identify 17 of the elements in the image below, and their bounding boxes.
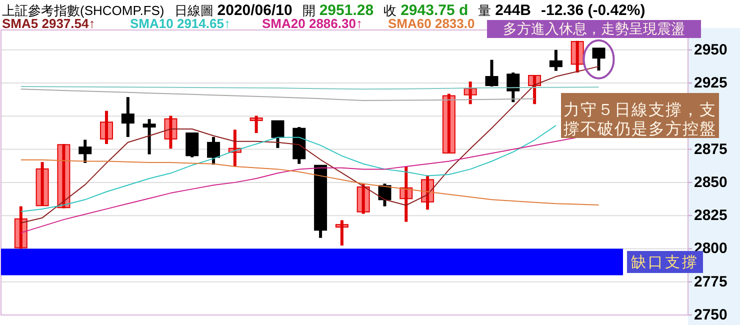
y-tick-label: 2925 (694, 74, 728, 92)
y-tick-label: 2950 (694, 41, 728, 58)
y-tick-label: 2850 (694, 174, 728, 191)
chart-title: 上証參考指數(SHCOMP.FS) 日線圖 2020/06/10 開 2951.28 收 2943.75 d 量 244B -12.36 (-0.42%) (2, 2, 646, 19)
text: SMA60 2833.0 (388, 16, 475, 31)
line-series (20, 159, 600, 206)
annotation: 多方進入休息，走勢呈現震盪 (503, 22, 685, 38)
band-label: 缺口支撐 (631, 252, 699, 271)
text: SMA10 2914.65↑ (130, 16, 230, 31)
text: SMA5 2937.54↑ (2, 16, 96, 31)
y-tick-label: 2825 (694, 207, 728, 224)
y-tick-label: 2775 (694, 273, 728, 290)
y-tick-label: 2750 (694, 306, 728, 324)
text: SMA20 2886.30↑ (262, 16, 362, 31)
annotation: 力守５日線支撐，支撐不破仍是多方控盤 (564, 100, 716, 138)
y-tick-label: 2875 (694, 140, 728, 158)
line-series (20, 88, 536, 102)
